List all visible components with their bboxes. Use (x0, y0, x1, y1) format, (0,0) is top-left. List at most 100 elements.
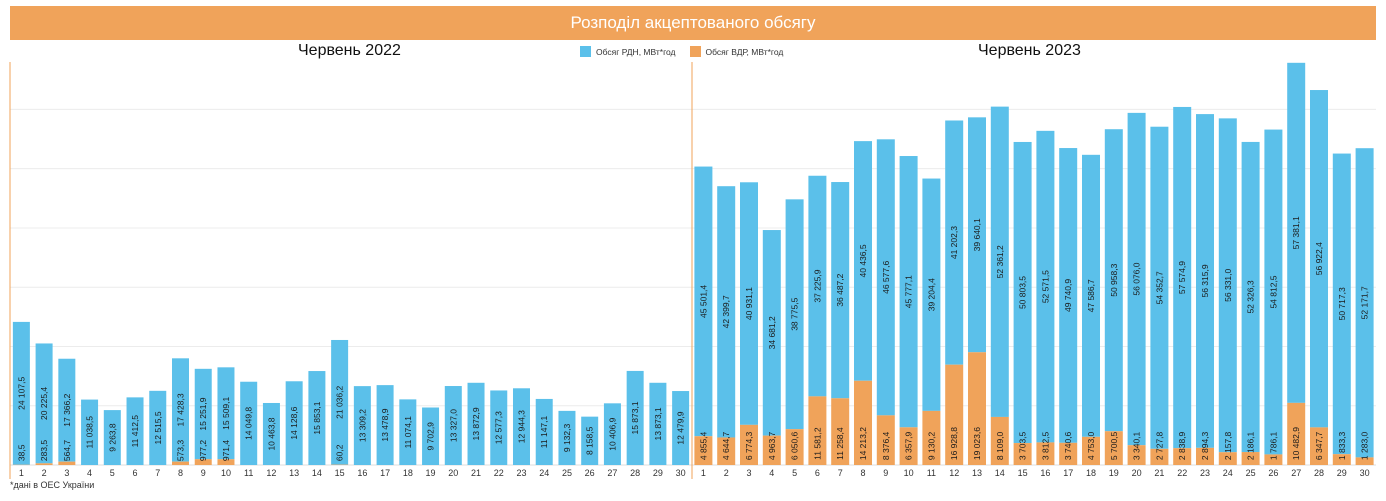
label-rdn-jun2023-day-3: 40 931,1 (744, 287, 754, 320)
bar-vdr-jun2023-day-24 (1218, 452, 1237, 465)
label-vdr-jun2023-day-22: 2 838,9 (1177, 431, 1187, 460)
x-tick-jun2023-day-7: 7 (838, 468, 843, 478)
bar-rdn-jun2023-day-29 (1332, 153, 1351, 455)
label-rdn-jun2022-day-19: 9 702,9 (426, 422, 436, 451)
bar-rdn-jun2023-day-27 (1287, 62, 1306, 403)
bar-rdn-jun2023-day-24 (1218, 118, 1237, 453)
label-rdn-jun2022-day-25: 9 132,3 (562, 423, 572, 452)
bar-rdn-jun2022-day-21 (467, 382, 485, 465)
label-rdn-jun2022-day-9: 15 251,9 (198, 397, 208, 430)
bar-vdr-jun2023-day-25 (1241, 452, 1260, 465)
bar-vdr-jun2023-day-12 (945, 364, 964, 465)
x-tick-jun2022-day-17: 17 (380, 468, 390, 478)
bar-rdn-jun2023-day-5 (785, 199, 804, 430)
label-vdr-jun2023-day-21: 2 727,8 (1154, 431, 1164, 460)
bar-rdn-jun2022-day-19 (422, 407, 440, 465)
bar-rdn-jun2022-day-3 (58, 358, 76, 462)
chart-footnote: *дані в ОЕС України (10, 480, 95, 490)
bar-rdn-jun2023-day-20 (1127, 112, 1146, 446)
label-rdn-jun2022-day-29: 13 873,1 (653, 407, 663, 440)
x-tick-jun2022-day-30: 30 (676, 468, 686, 478)
label-vdr-jun2023-day-27: 10 482,9 (1291, 427, 1301, 460)
x-tick-jun2022-day-20: 20 (448, 468, 458, 478)
bar-vdr-jun2023-day-30 (1355, 457, 1374, 465)
bar-rdn-jun2022-day-9 (194, 368, 212, 460)
label-rdn-jun2023-day-11: 39 204,4 (926, 278, 936, 311)
bar-vdr-jun2023-day-5 (785, 429, 804, 465)
bar-rdn-jun2022-day-30 (672, 391, 690, 465)
bar-vdr-jun2023-day-23 (1196, 447, 1214, 465)
label-rdn-jun2022-day-11: 14 049,8 (244, 407, 254, 440)
label-vdr-jun2023-day-7: 11 258,4 (835, 427, 845, 460)
bar-vdr-jun2023-day-18 (1082, 436, 1100, 465)
bar-vdr-jun2023-day-15 (1013, 443, 1032, 465)
label-rdn-jun2022-day-16: 13 309,2 (357, 409, 367, 442)
bar-rdn-jun2023-day-13 (968, 117, 986, 353)
x-tick-jun2022-day-2: 2 (42, 468, 47, 478)
bar-vdr-jun2023-day-11 (922, 410, 941, 465)
label-vdr-jun2023-day-6: 11 581,2 (812, 427, 822, 460)
bar-rdn-jun2022-day-26 (581, 416, 599, 465)
x-tick-jun2023-day-6: 6 (815, 468, 820, 478)
bar-rdn-jun2023-day-2 (717, 186, 736, 438)
label-rdn-jun2022-day-10: 15 509,1 (221, 396, 231, 429)
label-rdn-jun2023-day-12: 41 202,3 (949, 226, 959, 259)
label-vdr-jun2023-day-4: 4 963,7 (767, 431, 777, 460)
label-rdn-jun2023-day-13: 39 640,1 (972, 218, 982, 251)
bar-rdn-jun2022-day-5 (103, 410, 121, 465)
label-rdn-jun2022-day-15: 21 036,2 (335, 385, 345, 418)
x-tick-jun2023-day-18: 18 (1086, 468, 1096, 478)
x-tick-jun2023-day-29: 29 (1337, 468, 1347, 478)
bar-rdn-jun2022-day-25 (558, 410, 576, 465)
label-rdn-jun2023-day-8: 40 436,5 (858, 244, 868, 277)
label-rdn-jun2022-day-14: 15 853,1 (312, 401, 322, 434)
panel-title-june-2022: Червень 2022 (298, 42, 401, 59)
x-tick-jun2023-day-4: 4 (769, 468, 774, 478)
x-tick-jun2022-day-13: 13 (289, 468, 299, 478)
legend-item-rdn: Обсяг РДН, МВт*год (580, 46, 676, 57)
x-tick-jun2022-day-3: 3 (64, 468, 69, 478)
label-vdr-jun2023-day-19: 5 700,5 (1109, 431, 1119, 460)
label-vdr-jun2023-day-25: 2 186,1 (1246, 431, 1256, 460)
legend-label-rdn: Обсяг РДН, МВт*год (596, 46, 676, 57)
x-tick-jun2022-day-14: 14 (312, 468, 322, 478)
bar-rdn-jun2023-day-21 (1150, 126, 1169, 449)
label-vdr-jun2022-day-3: 564,7 (62, 440, 72, 462)
bar-vdr-jun2023-day-16 (1036, 442, 1055, 465)
label-vdr-jun2023-day-11: 9 130,2 (926, 431, 936, 460)
x-tick-jun2023-day-3: 3 (746, 468, 751, 478)
bar-rdn-jun2022-day-4 (81, 399, 99, 465)
x-tick-jun2022-day-25: 25 (562, 468, 572, 478)
bar-vdr-jun2023-day-27 (1287, 402, 1306, 465)
bar-rdn-jun2023-day-22 (1173, 106, 1192, 449)
x-tick-jun2023-day-5: 5 (792, 468, 797, 478)
bar-vdr-jun2023-day-29 (1332, 454, 1351, 465)
label-rdn-jun2022-day-24: 11 147,1 (539, 415, 549, 448)
panel-title-june-2023: Червень 2023 (978, 42, 1081, 59)
bar-vdr-jun2022-day-3 (58, 461, 76, 465)
bar-vdr-jun2023-day-26 (1264, 454, 1283, 465)
x-tick-jun2023-day-27: 27 (1291, 468, 1301, 478)
x-tick-jun2022-day-23: 23 (516, 468, 526, 478)
x-tick-jun2023-day-22: 22 (1177, 468, 1187, 478)
bar-rdn-jun2022-day-24 (535, 398, 553, 465)
bar-rdn-jun2023-day-7 (831, 182, 850, 399)
label-rdn-jun2022-day-4: 11 038,5 (85, 416, 95, 449)
label-rdn-jun2022-day-7: 12 515,5 (153, 411, 163, 444)
bar-rdn-jun2022-day-1 (12, 321, 30, 465)
x-tick-jun2022-day-4: 4 (87, 468, 92, 478)
bar-rdn-jun2022-day-13 (285, 381, 303, 465)
bar-rdn-jun2023-day-1 (694, 166, 713, 437)
label-vdr-jun2023-day-29: 1 833,3 (1337, 431, 1347, 460)
bar-rdn-jun2023-day-9 (876, 139, 895, 416)
label-rdn-jun2022-day-17: 13 478,9 (380, 408, 390, 441)
x-tick-jun2023-day-28: 28 (1314, 468, 1324, 478)
x-tick-jun2022-day-8: 8 (178, 468, 183, 478)
label-rdn-jun2023-day-1: 45 501,4 (698, 285, 708, 318)
x-tick-jun2023-day-19: 19 (1109, 468, 1119, 478)
label-rdn-jun2023-day-2: 42 399,7 (721, 295, 731, 328)
label-vdr-jun2023-day-1: 4 855,4 (698, 431, 708, 460)
label-rdn-jun2023-day-22: 57 574,9 (1177, 261, 1187, 294)
bar-vdr-jun2022-day-8 (171, 461, 189, 465)
x-tick-jun2023-day-20: 20 (1132, 468, 1142, 478)
